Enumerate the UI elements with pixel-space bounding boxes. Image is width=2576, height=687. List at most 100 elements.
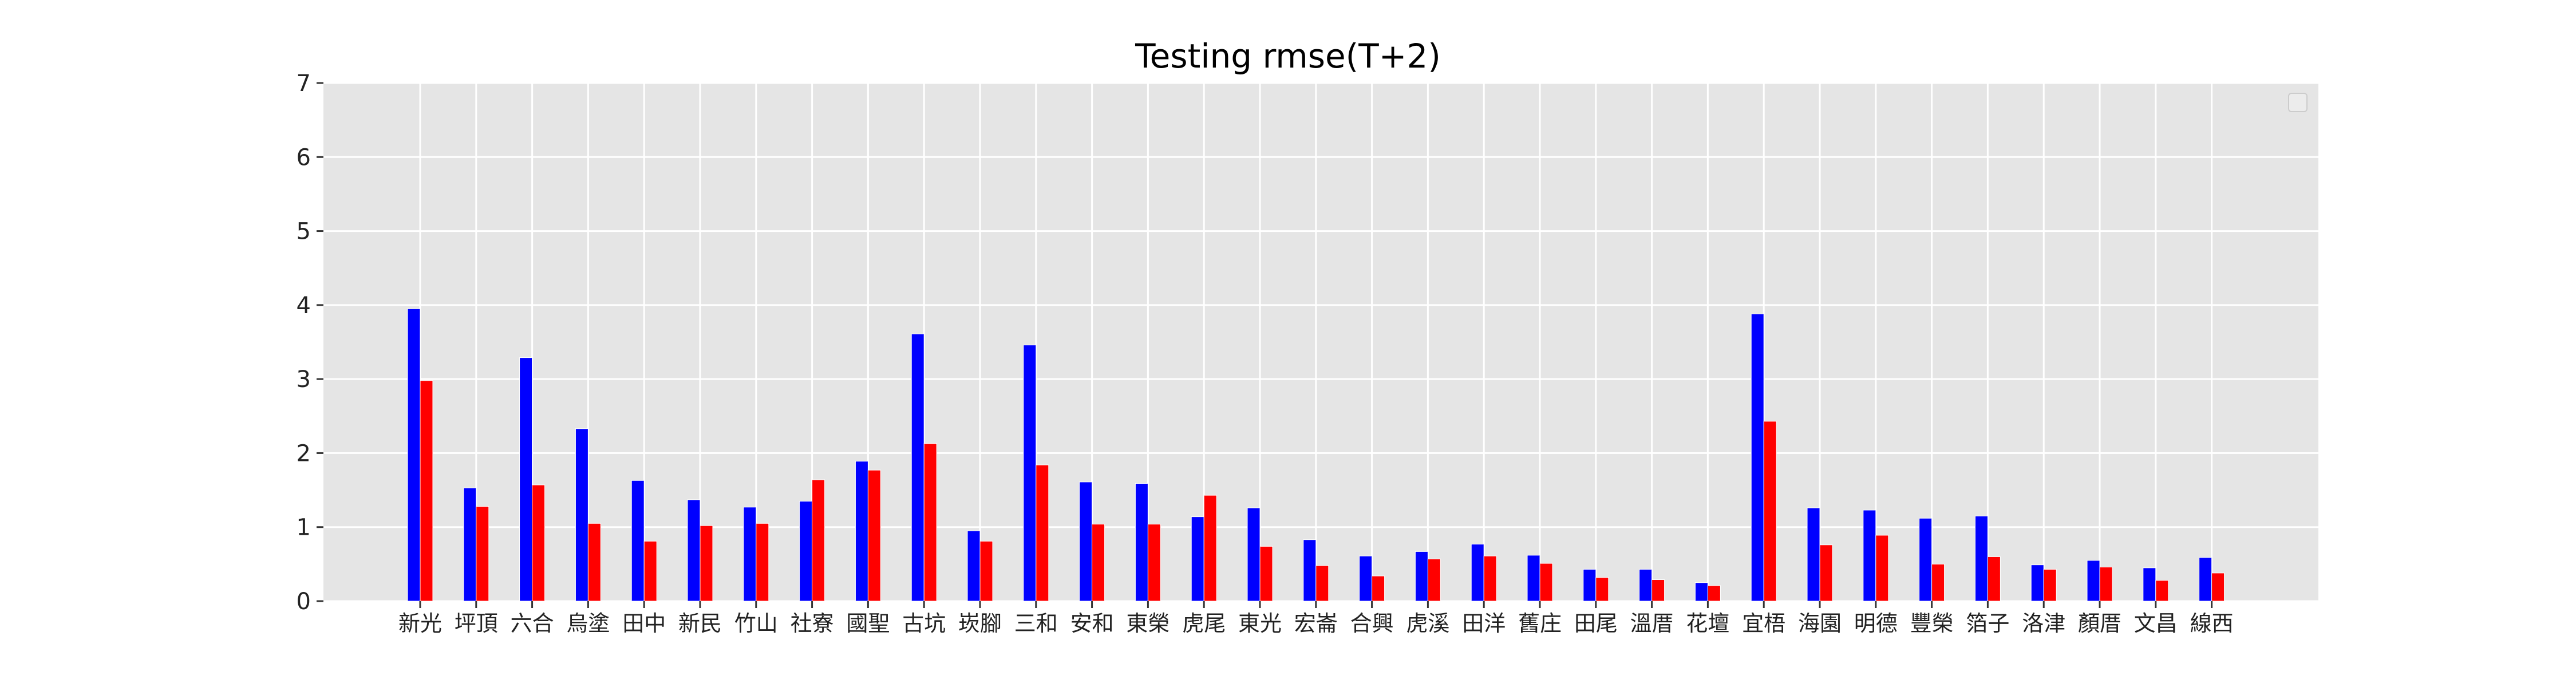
bar-red bbox=[1539, 563, 1553, 602]
bar-blue bbox=[1135, 483, 1148, 602]
bar-red bbox=[812, 479, 825, 602]
bar-blue bbox=[1023, 345, 1037, 602]
y-tick-label: 5 bbox=[297, 219, 311, 245]
bar-red bbox=[1147, 524, 1161, 602]
bar-red bbox=[923, 443, 937, 602]
bar-blue bbox=[575, 428, 588, 602]
x-tick-label: 顏厝 bbox=[2078, 611, 2121, 636]
axes: 0 1 2 3 4 5 6 7 新光 坪頂 六合 烏塗 田中 新民 竹山 社寮 國聖 古坑 崁腳 三和 安和 東榮 虎尾 東光… bbox=[297, 70, 2234, 636]
x-tick-label: 東光 bbox=[1238, 611, 1282, 636]
bar-blue bbox=[799, 500, 813, 602]
x-tick-label: 坪頂 bbox=[455, 611, 498, 636]
bar-red bbox=[1036, 464, 1049, 602]
bar-red bbox=[979, 540, 993, 602]
bar-blue bbox=[1359, 555, 1373, 602]
y-tick-label: 6 bbox=[297, 144, 311, 171]
y-tick-label: 4 bbox=[297, 293, 311, 319]
bar-blue bbox=[1807, 507, 1820, 602]
bar-blue bbox=[1694, 582, 1708, 602]
x-tick-label: 田尾 bbox=[1574, 611, 1618, 636]
x-tick-label: 洛津 bbox=[2022, 611, 2065, 636]
bar-red bbox=[2155, 580, 2169, 602]
bar-blue bbox=[855, 461, 868, 602]
bar-red bbox=[1595, 577, 1609, 602]
bar-red bbox=[1763, 421, 1777, 602]
x-tick-label: 東榮 bbox=[1126, 611, 1170, 636]
bar-blue bbox=[687, 499, 701, 602]
x-tick-label: 古坑 bbox=[902, 611, 946, 636]
y-tick-label: 7 bbox=[297, 70, 311, 97]
bar-red bbox=[1819, 544, 1833, 602]
bar-blue bbox=[2030, 564, 2044, 602]
bar-blue bbox=[1247, 507, 1261, 602]
bar-red bbox=[1931, 563, 1945, 602]
bar-blue bbox=[1079, 481, 1093, 602]
bar-blue bbox=[1303, 539, 1317, 602]
x-tick-label: 宏崙 bbox=[1294, 611, 1338, 636]
bar-blue bbox=[1751, 313, 1764, 602]
x-tick-label: 虎溪 bbox=[1406, 611, 1449, 636]
bar-blue bbox=[743, 507, 757, 602]
x-tick-label: 明德 bbox=[1854, 611, 1898, 636]
bar-blue bbox=[631, 480, 645, 602]
bar-red bbox=[1707, 585, 1721, 602]
bar-red bbox=[1315, 565, 1329, 602]
chart-title: Testing rmse(T+2) bbox=[1135, 37, 1441, 76]
legend-box bbox=[2288, 93, 2308, 112]
bar-blue bbox=[2087, 560, 2100, 602]
x-tick-label: 安和 bbox=[1070, 611, 1114, 636]
x-tick-label: 新光 bbox=[398, 611, 442, 636]
x-tick-label: 六合 bbox=[511, 611, 554, 636]
x-tick-label: 田中 bbox=[622, 611, 666, 636]
bar-red bbox=[1427, 558, 1441, 602]
bar-red bbox=[476, 506, 489, 602]
bar-blue bbox=[1191, 516, 1204, 602]
x-tick-label: 箔子 bbox=[1966, 611, 2009, 636]
x-tick-label: 合興 bbox=[1350, 611, 1394, 636]
bar-red bbox=[1259, 546, 1273, 602]
bar-red bbox=[1987, 556, 2001, 602]
bar-red bbox=[867, 469, 881, 602]
legend bbox=[2288, 93, 2308, 112]
bar-blue bbox=[1471, 543, 1484, 602]
bar-red bbox=[2043, 568, 2057, 602]
bar-blue bbox=[519, 357, 533, 602]
bar-blue bbox=[1415, 551, 1428, 602]
x-tick-label: 文昌 bbox=[2134, 611, 2178, 636]
bar-blue bbox=[407, 308, 421, 602]
x-tick-label: 烏塗 bbox=[566, 611, 610, 636]
x-tick-label: 竹山 bbox=[734, 611, 778, 636]
bar-blue bbox=[1527, 555, 1540, 602]
bar-blue bbox=[911, 333, 924, 602]
bar-red bbox=[700, 525, 713, 602]
x-tick-label: 海園 bbox=[1798, 611, 1842, 636]
x-tick-label: 新民 bbox=[678, 611, 722, 636]
x-tick-label: 線西 bbox=[2190, 611, 2234, 636]
bar-red bbox=[1875, 535, 1889, 602]
bar-red bbox=[1203, 495, 1217, 602]
bar-red bbox=[532, 484, 546, 602]
y-tick-label: 3 bbox=[297, 366, 311, 393]
x-tick-label: 花壇 bbox=[1686, 611, 1729, 636]
x-tick-label: 溫厝 bbox=[1630, 611, 1674, 636]
bar-red bbox=[587, 523, 601, 602]
bar-red bbox=[756, 523, 769, 602]
bar-blue bbox=[1863, 510, 1876, 602]
bar-red bbox=[643, 540, 657, 602]
x-tick-label: 崁腳 bbox=[958, 611, 1002, 636]
x-tick-label: 田洋 bbox=[1462, 611, 1506, 636]
y-tick-label: 1 bbox=[297, 515, 311, 541]
bar-red bbox=[1652, 579, 1665, 602]
bar-blue bbox=[1639, 568, 1653, 602]
bar-red bbox=[1372, 575, 1385, 602]
x-tick-label: 三和 bbox=[1014, 611, 1058, 636]
bar-blue bbox=[1919, 518, 1933, 602]
bar-red bbox=[1483, 555, 1497, 602]
x-tick-label: 豐榮 bbox=[1910, 611, 1954, 636]
x-tick-label: 國聖 bbox=[846, 611, 890, 636]
bar-red bbox=[2099, 567, 2113, 602]
x-tick-label: 社寮 bbox=[791, 611, 834, 636]
x-tick-label: 舊庄 bbox=[1518, 611, 1562, 636]
